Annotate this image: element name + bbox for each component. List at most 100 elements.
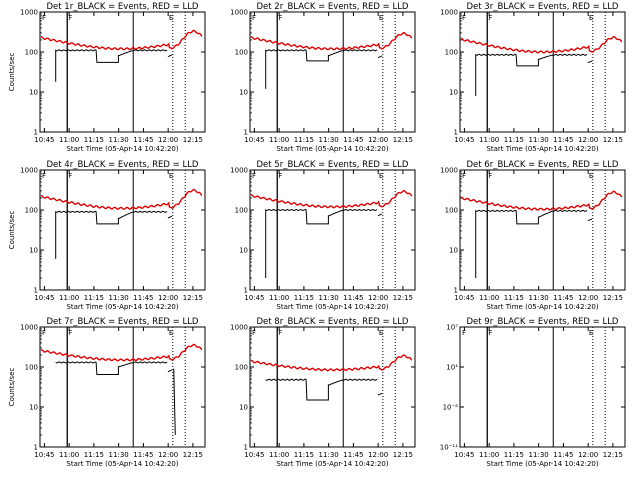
- series-lld: [40, 343, 203, 362]
- x-tick-label: 12:00: [158, 294, 178, 302]
- y-axis-label: Counts/sec: [8, 368, 16, 407]
- x-tick-label: 12:00: [368, 294, 388, 302]
- flag-label: F: [252, 172, 256, 180]
- y-tick-label: 1: [244, 287, 248, 295]
- x-axis-label: Start Time (05-Apr-14 10:42:20): [276, 303, 388, 311]
- plot-frame: [39, 169, 206, 291]
- y-axis-label: Counts/sec: [8, 211, 16, 250]
- y-tick-label: 10: [239, 247, 248, 255]
- x-axis-label: Start Time (05-Apr-14 10:42:20): [486, 145, 598, 153]
- x-tick-label: 12:15: [603, 294, 623, 302]
- x-tick-label: 11:30: [319, 136, 339, 144]
- flag-label: F: [252, 14, 256, 22]
- x-tick-label: 10:45: [454, 451, 474, 459]
- y-tick-label: 100: [235, 364, 248, 372]
- x-axis-label: Start Time (05-Apr-14 10:42:20): [66, 145, 178, 153]
- series-lld: [460, 36, 623, 54]
- y-tick-label: 10: [29, 89, 38, 97]
- x-tick-label: 12:15: [393, 451, 413, 459]
- x-tick-label: 11:00: [59, 294, 79, 302]
- flag-label: F: [278, 14, 282, 22]
- y-axis-label: Counts/sec: [8, 53, 16, 92]
- x-tick-label: 10:45: [454, 294, 474, 302]
- panel-3: Det 3r_BLACK = Events, RED = LLD 1 10 100 10…: [440, 2, 626, 153]
- x-tick-label: 11:00: [59, 451, 79, 459]
- flag-label: F: [42, 172, 46, 180]
- flag-label: E: [379, 172, 383, 180]
- plot-frame: [459, 169, 626, 291]
- y-tick-label: 1: [454, 129, 458, 137]
- x-tick-label: 11:00: [269, 294, 289, 302]
- y-tick-label: 1: [244, 129, 248, 137]
- y-tick-label: 100: [25, 207, 38, 215]
- x-tick-label: 12:00: [578, 451, 598, 459]
- flag-label: E: [169, 14, 173, 22]
- x-tick-label: 11:15: [84, 136, 104, 144]
- x-tick-label: 12:00: [578, 136, 598, 144]
- x-tick-label: 10:45: [244, 294, 264, 302]
- flag-label: E: [379, 329, 383, 337]
- x-tick-label: 11:15: [84, 451, 104, 459]
- x-tick-label: 10:45: [34, 451, 54, 459]
- flag-label: F: [462, 329, 466, 337]
- plot-frame: [249, 169, 416, 291]
- series-lld: [250, 354, 413, 372]
- y-tick-label: 1000: [230, 9, 248, 17]
- x-tick-label: 11:00: [269, 451, 289, 459]
- y-tick-label: 10: [29, 247, 38, 255]
- y-tick-label: 100: [445, 207, 458, 215]
- x-tick-label: 11:00: [479, 136, 499, 144]
- y-tick-label: 1000: [20, 9, 38, 17]
- panel-7: Det 7r_BLACK = Events, RED = LLD 1 10 100 10…: [8, 317, 206, 468]
- flag-label: F: [278, 172, 282, 180]
- series-lld: [40, 29, 203, 51]
- x-tick-label: 10:45: [454, 136, 474, 144]
- flag-label: E: [589, 172, 593, 180]
- x-tick-label: 12:00: [368, 451, 388, 459]
- panel-title: Det 4r_BLACK = Events, RED = LLD: [47, 160, 199, 170]
- plot-frame: [39, 11, 206, 133]
- x-tick-label: 10:45: [244, 451, 264, 459]
- y-tick-label: 1000: [230, 167, 248, 175]
- x-tick-label: 11:45: [553, 451, 573, 459]
- x-tick-label: 11:30: [109, 451, 129, 459]
- x-tick-label: 11:45: [553, 136, 573, 144]
- series-events: [55, 361, 176, 436]
- panel-2: Det 2r_BLACK = Events, RED = LLD 1 10 100 10…: [230, 2, 416, 153]
- x-tick-label: 11:00: [269, 136, 289, 144]
- x-tick-label: 11:15: [294, 451, 314, 459]
- x-tick-label: 12:00: [368, 136, 388, 144]
- flag-label: F: [68, 329, 72, 337]
- series-events: [265, 378, 383, 401]
- flag-label: F: [488, 14, 492, 22]
- x-tick-label: 12:00: [158, 136, 178, 144]
- y-tick-label: 10: [449, 247, 458, 255]
- y-tick-label: 100: [235, 49, 248, 57]
- y-tick-label: 10⁷: [446, 324, 458, 332]
- x-tick-label: 11:45: [133, 136, 153, 144]
- flag-label: E: [589, 329, 593, 337]
- x-tick-label: 12:15: [603, 451, 623, 459]
- x-tick-label: 11:15: [294, 136, 314, 144]
- flag-label: F: [488, 329, 492, 337]
- y-tick-label: 1: [34, 287, 38, 295]
- x-tick-label: 11:45: [553, 294, 573, 302]
- x-tick-label: 11:45: [343, 136, 363, 144]
- y-tick-label: 10: [239, 89, 248, 97]
- x-tick-label: 11:00: [479, 294, 499, 302]
- series-events: [265, 208, 383, 278]
- panel-title: Det 6r_BLACK = Events, RED = LLD: [467, 160, 619, 170]
- y-tick-label: 1: [34, 129, 38, 137]
- panel-title: Det 1r_BLACK = Events, RED = LLD: [47, 2, 199, 12]
- x-axis-label: Start Time (05-Apr-14 10:42:20): [486, 460, 598, 468]
- flag-label: E: [379, 14, 383, 22]
- flag-label: F: [278, 329, 282, 337]
- x-tick-label: 11:45: [343, 294, 363, 302]
- panel-title: Det 8r_BLACK = Events, RED = LLD: [257, 317, 409, 327]
- y-tick-label: 1000: [20, 167, 38, 175]
- series-events: [265, 49, 383, 89]
- panel-title: Det 7r_BLACK = Events, RED = LLD: [47, 317, 199, 327]
- x-tick-label: 11:45: [133, 294, 153, 302]
- plot-frame: [39, 326, 206, 448]
